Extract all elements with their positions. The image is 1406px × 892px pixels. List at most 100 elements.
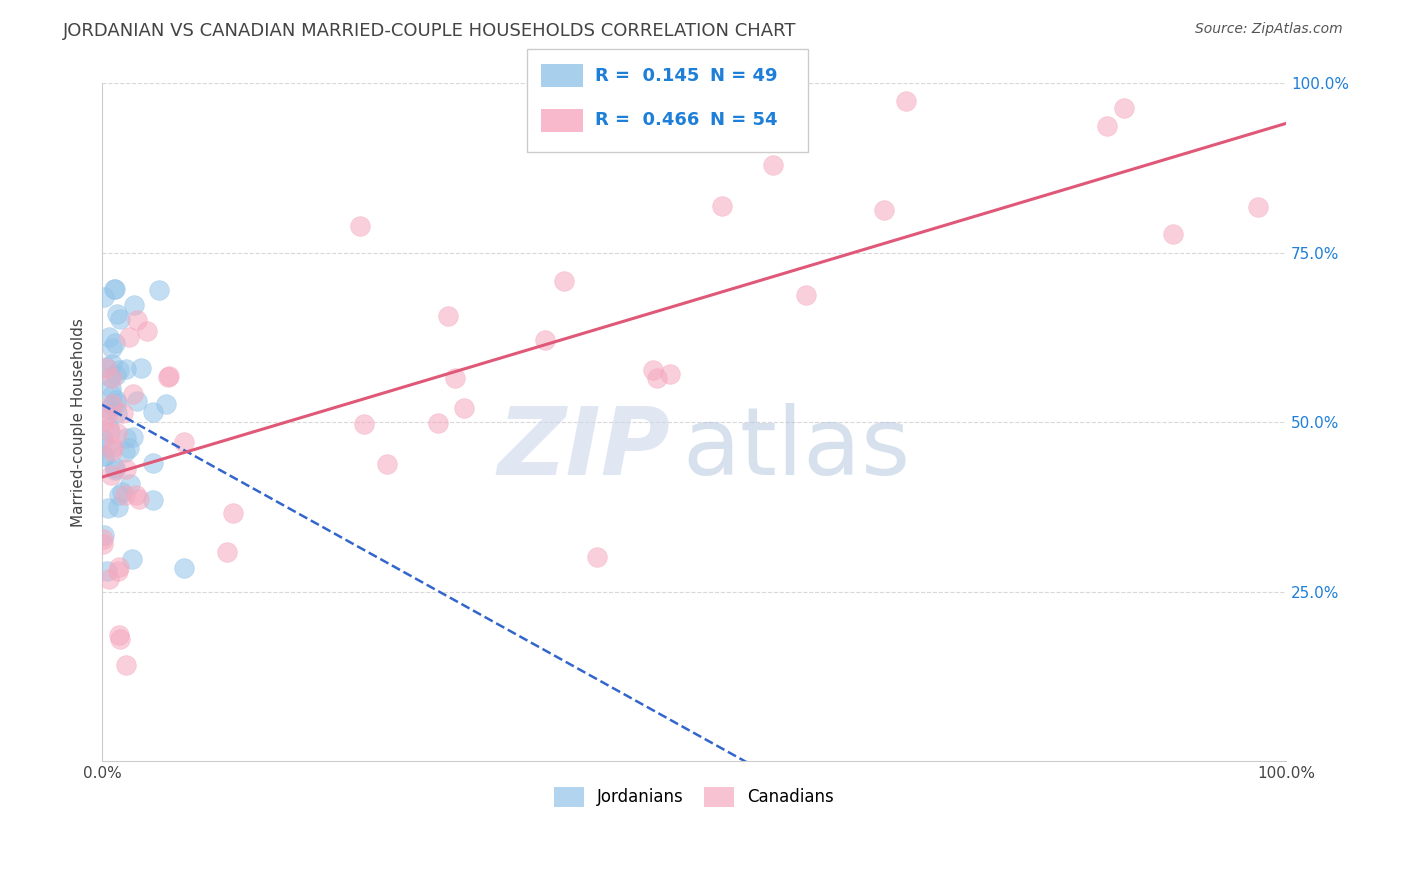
Point xyxy=(217,545,239,559)
Point xyxy=(101,444,124,458)
Point xyxy=(114,361,136,376)
Point xyxy=(100,467,122,482)
Point xyxy=(643,363,665,377)
Point xyxy=(101,342,124,356)
Point xyxy=(103,282,125,296)
Point xyxy=(111,485,134,500)
Point xyxy=(96,360,118,375)
Point xyxy=(375,458,398,472)
Point xyxy=(104,463,127,477)
Point xyxy=(104,335,127,350)
Point xyxy=(115,462,138,476)
Point xyxy=(353,417,375,432)
Point xyxy=(108,560,131,574)
Text: R =  0.466: R = 0.466 xyxy=(595,112,699,129)
Text: N = 49: N = 49 xyxy=(710,67,778,85)
Point xyxy=(98,572,121,586)
Point xyxy=(1247,200,1270,214)
Point xyxy=(711,199,734,213)
Point xyxy=(98,370,121,384)
Point xyxy=(101,398,124,412)
Point xyxy=(142,492,165,507)
Point xyxy=(586,549,609,564)
Point xyxy=(1095,119,1118,133)
Point xyxy=(1161,227,1184,241)
Point xyxy=(105,393,128,408)
Point xyxy=(105,307,128,321)
Point xyxy=(110,632,132,647)
Point xyxy=(349,219,371,234)
Point xyxy=(97,501,120,516)
Point xyxy=(107,500,129,514)
Point xyxy=(96,408,118,422)
Point xyxy=(107,363,129,377)
Point xyxy=(104,368,127,383)
Point xyxy=(108,488,131,502)
Point xyxy=(157,368,180,383)
Y-axis label: Married-couple Households: Married-couple Households xyxy=(72,318,86,526)
Point xyxy=(101,397,124,411)
Point xyxy=(129,361,152,376)
Point xyxy=(142,457,165,471)
Point xyxy=(108,628,131,642)
Point xyxy=(101,357,124,371)
Point xyxy=(534,333,557,347)
Point xyxy=(128,492,150,507)
Point xyxy=(105,396,128,410)
Point xyxy=(105,425,128,440)
Point xyxy=(98,330,121,344)
Point xyxy=(100,381,122,395)
Point xyxy=(136,324,159,338)
Point xyxy=(453,401,475,415)
Point xyxy=(173,434,195,449)
Text: atlas: atlas xyxy=(682,403,911,495)
Text: Source: ZipAtlas.com: Source: ZipAtlas.com xyxy=(1195,22,1343,37)
Point xyxy=(115,431,138,445)
Point xyxy=(98,421,121,435)
Point xyxy=(93,414,115,428)
Point xyxy=(127,313,149,327)
Point xyxy=(124,298,146,312)
Text: ZIP: ZIP xyxy=(498,403,671,495)
Point xyxy=(93,537,115,551)
Point xyxy=(122,430,145,444)
Point xyxy=(101,440,124,454)
Legend: Jordanians, Canadians: Jordanians, Canadians xyxy=(547,780,841,814)
Point xyxy=(103,282,125,296)
Point xyxy=(96,359,118,374)
Point xyxy=(104,461,127,475)
Point xyxy=(122,387,145,401)
Point xyxy=(762,158,785,172)
Point xyxy=(114,487,136,501)
Point xyxy=(118,441,141,455)
Text: JORDANIAN VS CANADIAN MARRIED-COUPLE HOUSEHOLDS CORRELATION CHART: JORDANIAN VS CANADIAN MARRIED-COUPLE HOU… xyxy=(63,22,797,40)
Text: R =  0.145: R = 0.145 xyxy=(595,67,699,85)
Point xyxy=(157,370,180,384)
Point xyxy=(794,288,817,302)
Text: N = 54: N = 54 xyxy=(710,112,778,129)
Point xyxy=(443,371,465,385)
Point xyxy=(93,527,115,541)
Point xyxy=(1114,101,1136,115)
Point xyxy=(96,441,118,455)
Point xyxy=(148,283,170,297)
Point xyxy=(658,367,681,381)
Point xyxy=(112,406,135,420)
Point xyxy=(97,401,120,416)
Point xyxy=(121,552,143,566)
Point xyxy=(645,370,668,384)
Point xyxy=(94,449,117,463)
Point xyxy=(437,309,460,323)
Point xyxy=(105,405,128,419)
Point xyxy=(894,94,917,108)
Point xyxy=(93,532,115,546)
Point xyxy=(118,477,141,491)
Point xyxy=(142,405,165,419)
Point xyxy=(118,329,141,343)
Point xyxy=(93,432,115,446)
Point xyxy=(124,487,146,501)
Point xyxy=(101,371,124,385)
Point xyxy=(222,506,245,520)
Point xyxy=(427,416,450,430)
Point xyxy=(110,312,132,326)
